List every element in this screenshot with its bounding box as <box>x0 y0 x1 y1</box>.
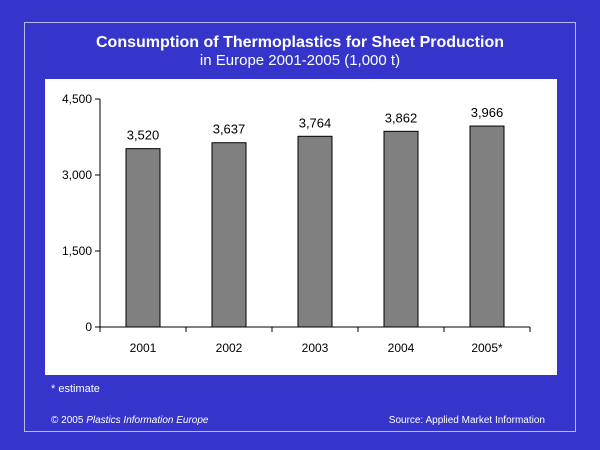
y-tick-label: 1,500 <box>62 244 92 258</box>
copyright-prefix: © 2005 <box>51 415 84 426</box>
y-tick-label: 0 <box>85 320 92 334</box>
bar-value-label: 3,520 <box>127 128 160 143</box>
chart-subtitle: in Europe 2001-2005 (1,000 t) <box>199 52 401 69</box>
x-tick-label: 2001 <box>130 341 157 355</box>
x-tick-label: 2002 <box>216 341 243 355</box>
x-tick-label: 2003 <box>302 341 329 355</box>
y-tick-label: 3,000 <box>62 168 92 182</box>
chart-frame <box>24 22 576 432</box>
source-note: Source: Applied Market Information <box>388 415 545 426</box>
copyright-org: Plastics Information Europe <box>86 415 209 426</box>
copyright: © 2005 Plastics Information Europe <box>51 415 208 426</box>
bar-value-label: 3,764 <box>299 115 332 130</box>
bar-value-label: 3,637 <box>213 122 246 137</box>
bar-chart: 0 1,500 3,000 4,500 3,520 2001 3,637 2002 3,764 2… <box>62 92 531 355</box>
chart-title: Consumption of Thermoplastics for Sheet … <box>95 34 504 51</box>
bar-value-label: 3,862 <box>385 110 418 125</box>
bar <box>297 135 333 328</box>
bar-value-label: 3,966 <box>471 105 504 120</box>
x-tick-label: 2005* <box>471 341 503 355</box>
bar <box>211 142 247 328</box>
x-tick-label: 2004 <box>388 341 415 355</box>
estimate-note: * estimate <box>51 383 100 395</box>
bar <box>125 148 161 328</box>
y-tick-label: 4,500 <box>62 92 92 106</box>
bar <box>383 130 419 328</box>
bar <box>469 125 505 328</box>
